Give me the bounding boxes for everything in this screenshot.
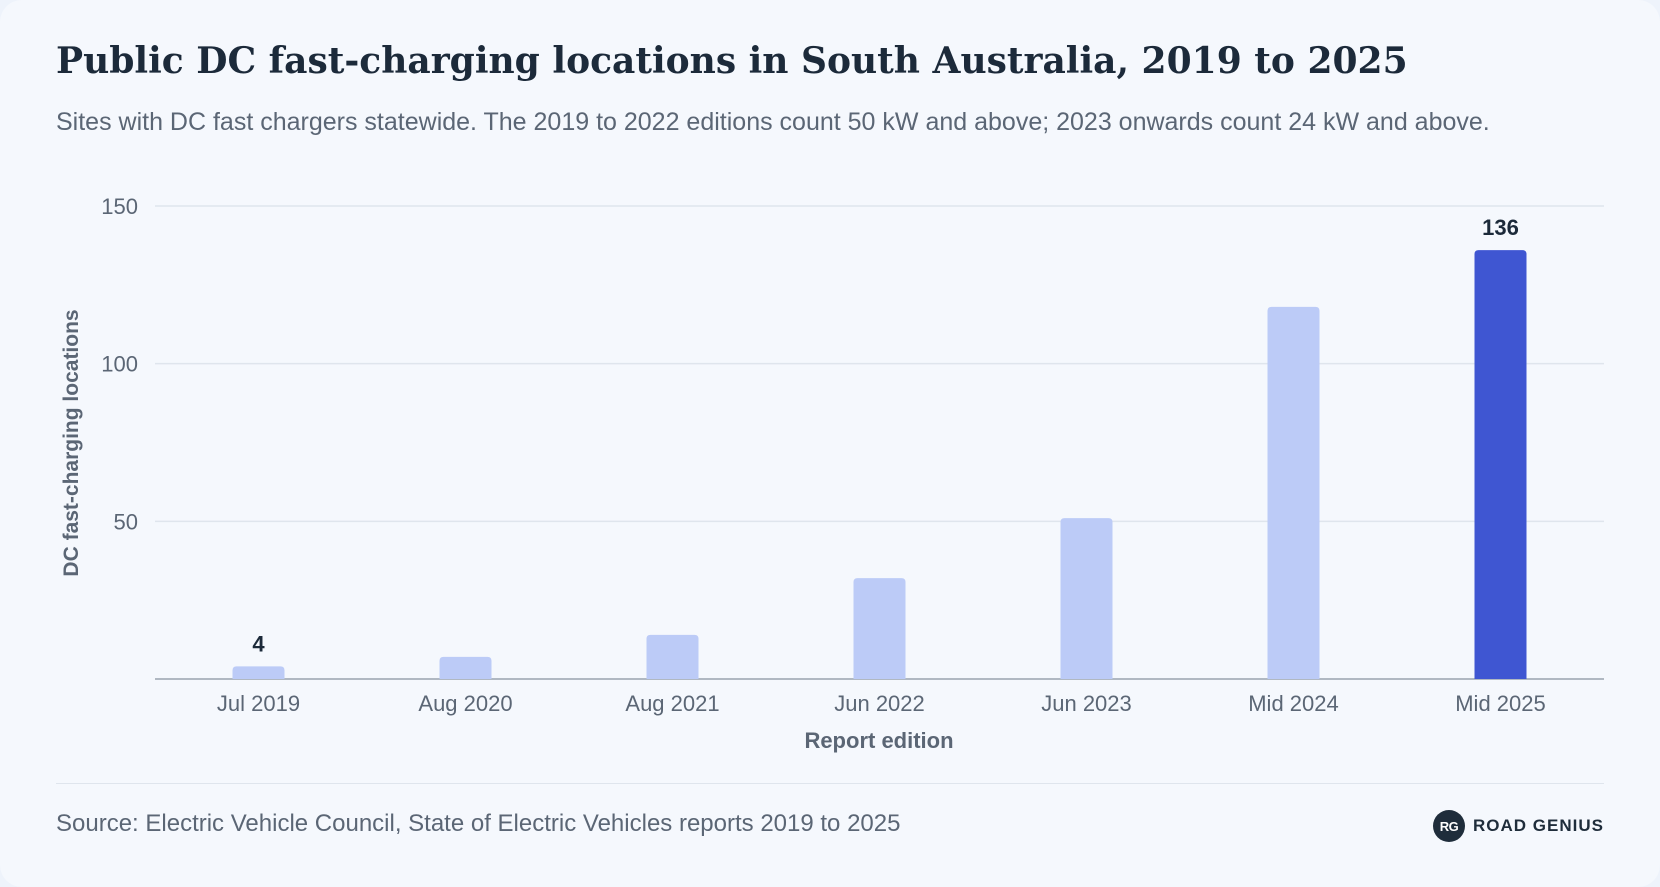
y-axis-label: DC fast-charging locations [60, 309, 83, 576]
road-genius-logo-icon: RG [1433, 810, 1466, 842]
bar-jun-2023 [1060, 518, 1113, 679]
x-tick-label: Jun 2022 [834, 691, 925, 716]
x-tick-label: Jun 2023 [1041, 691, 1132, 716]
data-label: 136 [1482, 215, 1519, 240]
data-label: 4 [252, 631, 265, 656]
x-tick-label: Jul 2019 [217, 691, 300, 716]
y-tick-label: 50 [114, 509, 138, 534]
bars [232, 250, 1527, 679]
bar-aug-2020 [439, 656, 492, 679]
bar-jul-2019 [232, 666, 285, 679]
bar-chart: 50 100 150 Jul 2019 4 Aug 2020 Aug 2021 Jun 202… [60, 194, 1604, 753]
y-tick-label: 150 [101, 194, 138, 219]
chart-subtitle: Sites with DC fast chargers statewide. T… [56, 108, 1490, 136]
source-note: Source: Electric Vehicle Council, State … [56, 810, 901, 837]
x-tick-label: Mid 2025 [1455, 691, 1546, 716]
footer-divider [56, 783, 1604, 784]
bar-mid-2025 [1474, 250, 1527, 679]
x-tick-label: Mid 2024 [1248, 691, 1339, 716]
x-tick-label: Aug 2020 [418, 691, 512, 716]
brand-name: ROAD GENIUS [1473, 816, 1604, 835]
brand: RG ROAD GENIUS [1433, 810, 1604, 842]
bar-mid-2024 [1267, 306, 1320, 679]
x-axis-label: Report edition [804, 728, 953, 753]
x-tick-label: Aug 2021 [625, 691, 719, 716]
bar-jun-2022 [853, 578, 906, 679]
labels: 50 100 150 Jul 2019 4 Aug 2020 Aug 2021 Jun 202… [101, 194, 1545, 716]
bar-aug-2021 [646, 634, 699, 679]
chart-title: Public DC fast-charging locations in Sou… [56, 40, 1408, 82]
y-tick-label: 100 [101, 352, 138, 377]
